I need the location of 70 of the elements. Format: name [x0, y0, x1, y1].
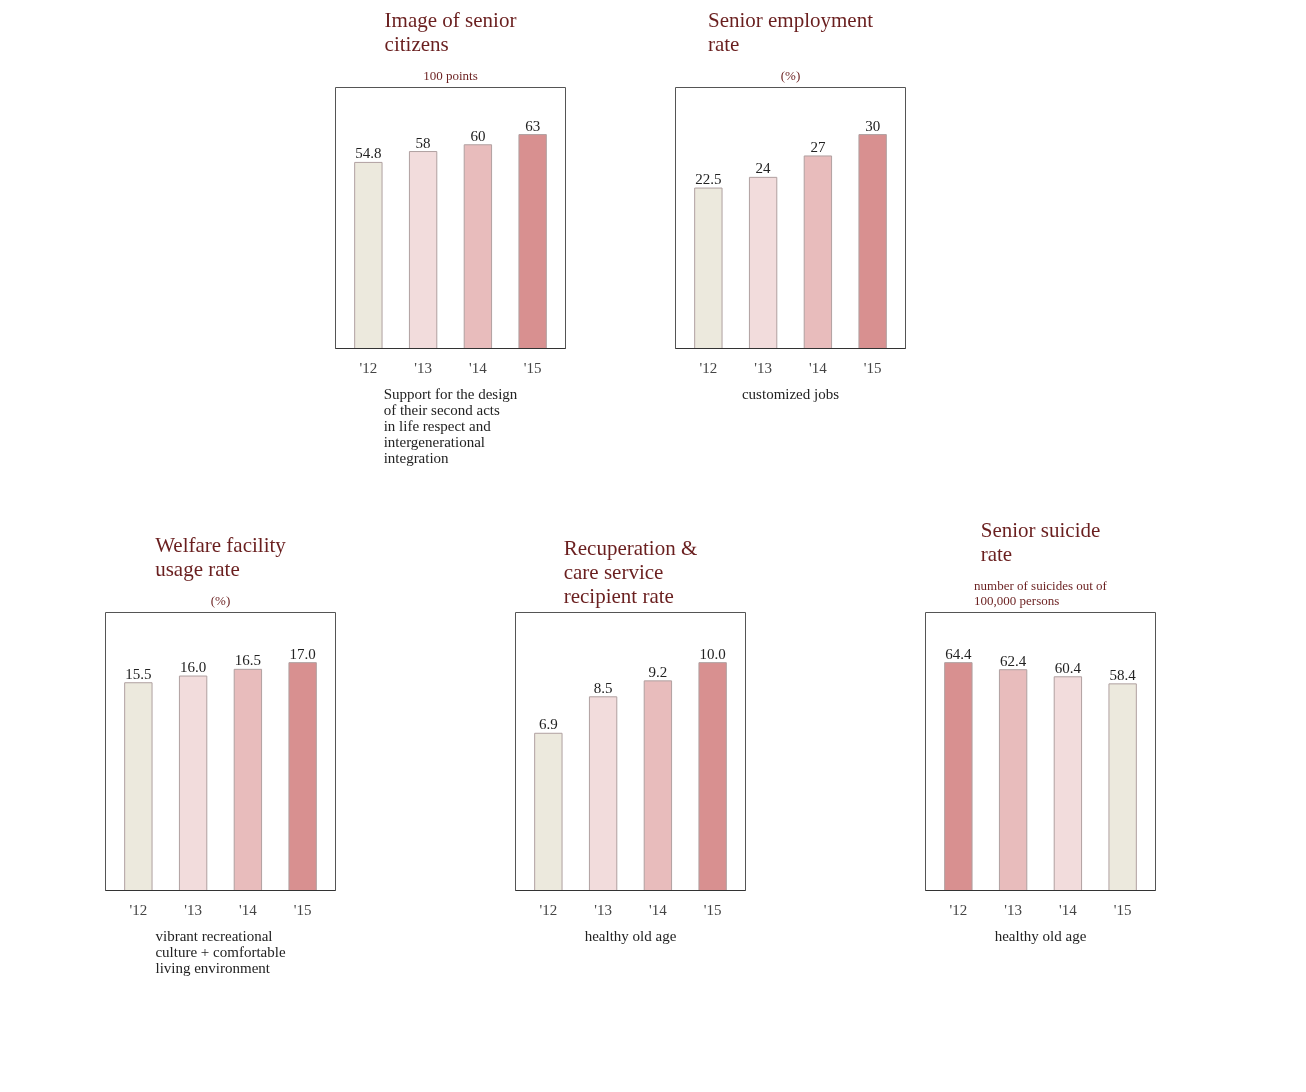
chart-subtitle: (%): [210, 592, 231, 608]
bar: [748, 176, 778, 349]
data-label: 22.5: [695, 171, 722, 188]
x-tick-label: '14: [469, 359, 488, 376]
bar: [858, 134, 887, 349]
bar: [803, 155, 833, 349]
text: healthy old age: [994, 927, 1087, 944]
x-tick-label: '12: [699, 359, 718, 376]
data-label: 8.5: [593, 679, 613, 696]
data-label: 9.2: [648, 663, 668, 680]
bar: [698, 662, 727, 891]
bar: [1108, 683, 1137, 891]
text: healthy old age: [584, 927, 677, 944]
data-label: 58: [415, 134, 431, 151]
bar: [944, 662, 973, 891]
x-tick-label: '12: [359, 359, 378, 376]
data-label: 60: [470, 127, 486, 144]
chart-subtitle: number of suicides out of 100,000 persons: [974, 577, 1108, 608]
data-label: 10.0: [699, 645, 726, 662]
text: vibrant recreational culture + comfortable living environment: [155, 927, 286, 976]
data-label: 60.4: [1054, 659, 1082, 676]
chart-title: Senior suicide rate: [980, 517, 1101, 566]
bar: [694, 187, 723, 349]
data-label: 16.5: [234, 652, 262, 669]
data-label: 62.4: [999, 652, 1027, 669]
chart-subtitle: 100 points: [423, 67, 478, 83]
data-label: 27: [810, 138, 826, 155]
bar: [178, 675, 208, 891]
data-label: 24: [755, 160, 772, 177]
x-tick-label: '13: [594, 901, 612, 918]
data-label: 30: [865, 117, 881, 134]
data-label: 58.4: [1109, 666, 1137, 683]
data-label: 64.4: [945, 645, 972, 662]
x-tick-label: '12: [949, 901, 968, 918]
data-label: 54.8: [355, 145, 382, 162]
x-tick-label: '14: [649, 901, 668, 918]
chart-title: Senior employment rate: [707, 7, 874, 56]
data-label: 6.9: [538, 716, 558, 733]
chart-title: Image of senior citizens: [384, 7, 517, 56]
x-tick-label: '14: [809, 359, 828, 376]
bar: [643, 680, 673, 891]
x-tick-label: '15: [703, 901, 722, 918]
text: Support for the design of their second acts in life respect and intergenerational integration: [383, 385, 518, 466]
x-tick-label: '12: [539, 901, 558, 918]
bar: [288, 662, 317, 891]
x-tick-label: '12: [129, 901, 148, 918]
x-tick-label: '14: [239, 901, 258, 918]
chart-title: Welfare facility usage rate: [155, 532, 287, 581]
x-tick-label: '15: [863, 359, 882, 376]
x-tick-label: '13: [414, 359, 432, 376]
bar: [1053, 676, 1083, 891]
bar: [534, 732, 563, 891]
x-tick-label: '13: [1004, 901, 1022, 918]
chart-title: Recuperation & care service recipient rate: [563, 535, 698, 608]
bar: [588, 696, 618, 891]
x-tick-label: '13: [754, 359, 772, 376]
x-tick-label: '15: [293, 901, 312, 918]
text: customized jobs: [741, 385, 840, 402]
x-tick-label: '15: [1113, 901, 1132, 918]
data-label: 16.0: [179, 659, 207, 676]
data-label: 17.0: [289, 645, 316, 662]
data-label: 63: [525, 117, 541, 134]
bar: [124, 682, 153, 891]
x-tick-label: '15: [523, 359, 542, 376]
x-tick-label: '13: [184, 901, 202, 918]
chart-subtitle: (%): [780, 67, 801, 83]
bar: [998, 669, 1028, 891]
data-label: 15.5: [125, 665, 152, 682]
bar: [233, 668, 263, 891]
x-tick-label: '14: [1059, 901, 1078, 918]
